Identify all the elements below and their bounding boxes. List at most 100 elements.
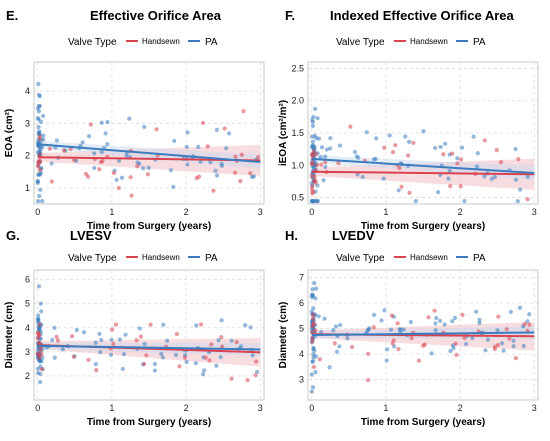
data-point-pa	[216, 338, 221, 343]
data-point-pa	[323, 164, 328, 170]
data-point-pa	[243, 323, 248, 328]
data-point-handsewn	[37, 152, 42, 157]
data-point-handsewn	[222, 126, 227, 131]
data-point-pa	[168, 168, 174, 173]
data-point-pa	[482, 174, 487, 179]
data-point-pa	[345, 336, 350, 341]
data-point-handsewn	[83, 171, 89, 177]
data-point-pa	[39, 309, 44, 314]
data-point-pa	[35, 179, 40, 184]
data-point-pa	[434, 315, 439, 321]
data-point-pa	[60, 347, 65, 352]
data-point-handsewn	[36, 159, 41, 165]
data-point-handsewn	[203, 355, 208, 360]
trend-line-pa	[311, 157, 535, 175]
data-point-pa	[525, 319, 530, 324]
data-point-pa	[372, 312, 377, 317]
data-point-handsewn	[422, 342, 427, 347]
data-point-handsewn	[522, 321, 527, 327]
data-point-pa	[41, 133, 46, 138]
data-point-pa	[92, 165, 97, 171]
data-point-pa	[250, 353, 255, 358]
data-point-handsewn	[332, 341, 337, 346]
data-point-pa	[471, 134, 476, 139]
data-point-pa	[99, 337, 104, 343]
data-point-pa	[184, 144, 189, 149]
data-point-pa	[165, 338, 170, 343]
data-point-handsewn	[182, 355, 188, 360]
data-point-handsewn	[233, 154, 238, 159]
legend-label-pa: PA	[205, 253, 218, 264]
data-point-pa	[381, 176, 386, 181]
data-point-handsewn	[406, 153, 411, 158]
y-tick-label: 1.0	[291, 160, 304, 170]
data-point-pa	[37, 94, 42, 99]
legend-label-handsewn: Handsewn	[410, 37, 448, 46]
data-point-pa	[196, 144, 201, 149]
legend-label-handsewn: Handsewn	[142, 253, 180, 262]
x-tick-label: 3	[532, 403, 537, 413]
data-point-handsewn	[238, 178, 243, 184]
data-point-pa	[406, 139, 412, 144]
data-point-handsewn	[177, 364, 182, 369]
y-tick-label: 5	[299, 324, 304, 334]
data-point-handsewn	[113, 322, 119, 327]
data-point-pa	[119, 175, 125, 180]
y-tick-label: 2.0	[291, 96, 304, 106]
data-point-handsewn	[317, 357, 322, 362]
data-point-pa	[160, 355, 166, 360]
data-point-pa	[86, 134, 92, 139]
data-point-pa	[173, 352, 179, 358]
data-point-pa	[446, 176, 451, 181]
x-axis-label: Time from Surgery (years)	[361, 221, 485, 232]
data-point-handsewn	[371, 325, 376, 330]
data-point-pa	[316, 314, 321, 319]
data-point-pa	[384, 358, 389, 363]
data-point-pa	[35, 116, 40, 121]
data-point-pa	[508, 309, 513, 314]
panel-letter: E.	[6, 8, 18, 23]
legend-title: Valve Type	[336, 253, 385, 264]
data-point-pa	[327, 365, 332, 370]
data-point-pa	[50, 337, 55, 343]
data-point-handsewn	[311, 179, 316, 184]
data-point-handsewn	[200, 120, 206, 126]
data-point-handsewn	[253, 373, 258, 378]
data-point-pa	[485, 337, 491, 342]
x-tick-label: 0	[35, 207, 40, 217]
data-point-pa	[433, 328, 438, 333]
data-point-handsewn	[88, 122, 93, 127]
data-point-pa	[495, 328, 500, 333]
data-point-pa	[238, 344, 244, 349]
y-tick-label: 6	[25, 275, 30, 285]
data-point-handsewn	[366, 351, 371, 356]
data-point-handsewn	[527, 322, 532, 327]
data-point-handsewn	[310, 339, 315, 344]
legend-label-pa: PA	[473, 253, 486, 264]
data-point-pa	[313, 106, 318, 111]
data-point-handsewn	[382, 145, 387, 150]
data-point-handsewn	[453, 341, 458, 346]
data-point-pa	[38, 187, 43, 193]
data-point-handsewn	[349, 344, 355, 350]
data-point-pa	[310, 359, 315, 365]
trend-line-pa	[311, 331, 535, 336]
x-tick-label: 1	[383, 207, 388, 217]
data-point-pa	[114, 177, 119, 182]
data-point-pa	[214, 363, 219, 368]
x-tick-label: 2	[184, 403, 189, 413]
data-point-pa	[459, 145, 465, 150]
chart-panel-3: H. LVEDV Valve Type Handsewn PA 0 1 2 3 3 4 5 6 7 Time…	[278, 228, 539, 428]
data-point-handsewn	[109, 327, 115, 332]
data-point-pa	[483, 348, 488, 353]
data-point-pa	[438, 318, 443, 323]
data-point-pa	[36, 313, 41, 318]
y-axis-label: EOA (cm²)	[4, 109, 15, 158]
data-point-pa	[159, 351, 164, 357]
data-point-handsewn	[365, 378, 371, 383]
data-point-handsewn	[69, 334, 75, 339]
data-point-pa	[108, 352, 114, 357]
data-point-handsewn	[196, 174, 202, 179]
y-tick-label: 0.5	[291, 193, 304, 203]
data-point-handsewn	[245, 378, 250, 383]
